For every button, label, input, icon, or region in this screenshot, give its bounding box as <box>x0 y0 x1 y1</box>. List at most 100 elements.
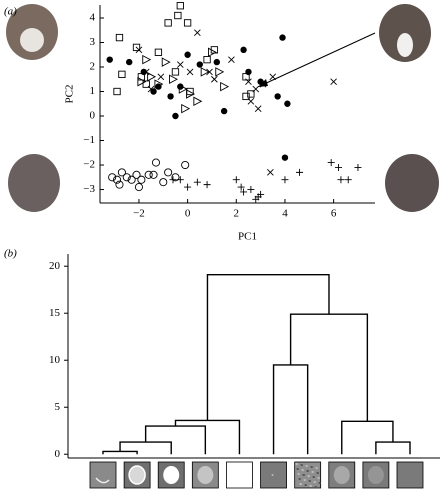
leaf-icon-texture <box>304 484 307 486</box>
point <box>252 85 260 93</box>
point <box>327 159 335 167</box>
leaf-icon-texture <box>318 482 321 484</box>
leaf-icon-texture <box>307 475 310 477</box>
point <box>245 78 252 86</box>
point <box>181 103 191 114</box>
point <box>254 105 262 112</box>
point <box>135 46 143 54</box>
y-tick-label: 3 <box>90 36 96 48</box>
point <box>279 34 286 41</box>
point <box>144 170 153 179</box>
y-tick-label: −1 <box>83 134 95 146</box>
point <box>142 80 150 88</box>
point <box>176 176 184 184</box>
leaf-icon-texture <box>303 479 306 481</box>
point <box>186 89 196 99</box>
y-tick-label: 4 <box>90 12 96 24</box>
panel-label: (b) <box>4 248 17 260</box>
point <box>115 180 124 189</box>
point <box>118 70 126 78</box>
point <box>127 175 136 184</box>
leaf-icon-texture <box>297 473 300 475</box>
brain-photo-highlight <box>397 33 413 57</box>
point <box>142 54 152 65</box>
point <box>117 168 126 177</box>
point <box>211 75 218 83</box>
point <box>220 107 228 115</box>
point <box>154 79 164 89</box>
x-tick-label: −2 <box>133 208 145 220</box>
leaf-icon-texture <box>312 476 315 478</box>
dendrogram-link <box>375 441 411 455</box>
y-tick-label: 1 <box>90 85 96 97</box>
point <box>132 43 141 52</box>
point <box>194 29 201 37</box>
dendrogram-link <box>341 420 394 455</box>
point <box>196 61 203 68</box>
point <box>344 176 352 184</box>
point <box>172 112 179 120</box>
point <box>147 85 155 93</box>
point <box>330 78 337 86</box>
leaf-icon-shape <box>128 465 146 485</box>
point <box>240 46 247 54</box>
brain-photo <box>385 154 439 212</box>
leaf-icon-shape <box>367 466 384 484</box>
point <box>169 74 178 84</box>
leaf-icon-texture <box>295 463 298 465</box>
point <box>183 19 192 27</box>
arrow <box>261 32 376 86</box>
point <box>171 68 180 76</box>
point <box>207 47 217 58</box>
point <box>269 73 277 81</box>
leaf-icon-shape <box>333 466 350 484</box>
point <box>154 48 163 56</box>
leaf-icon-texture <box>309 485 312 487</box>
point <box>242 73 250 81</box>
point <box>184 183 192 191</box>
point <box>167 93 174 100</box>
point <box>126 58 133 66</box>
point <box>200 67 210 77</box>
point <box>245 68 252 76</box>
point <box>108 173 117 182</box>
leaf-icon-texture <box>308 480 311 482</box>
point <box>132 170 141 179</box>
point <box>186 68 194 76</box>
point <box>122 173 131 182</box>
point <box>176 61 184 68</box>
point <box>296 168 304 176</box>
brain-images <box>6 4 439 212</box>
leaf-icon <box>89 461 117 489</box>
point <box>267 169 274 176</box>
point <box>112 175 122 184</box>
leaf-icon-texture <box>316 472 319 474</box>
point <box>203 181 211 189</box>
leaf-icon-texture <box>305 465 308 467</box>
leaf-icon-shape <box>271 474 274 476</box>
point <box>257 190 265 198</box>
leaf-icon-texture <box>296 468 299 470</box>
leaf-icon-texture <box>313 481 316 483</box>
point <box>171 173 180 182</box>
point <box>247 186 255 194</box>
y-tick-label: 0 <box>55 448 61 460</box>
dendrogram-link <box>119 441 172 455</box>
point <box>137 175 146 184</box>
point <box>115 33 124 42</box>
y-tick-label: 20 <box>49 260 61 272</box>
x-axis-label: PC1 <box>238 231 257 243</box>
point <box>247 90 255 98</box>
point <box>151 158 161 167</box>
point <box>354 163 362 171</box>
point <box>334 163 342 171</box>
leaf-icon-texture <box>310 466 313 468</box>
y-tick-label: −2 <box>83 159 95 171</box>
y-tick-label: 2 <box>90 61 96 73</box>
point <box>337 176 345 184</box>
leaf-icon <box>226 461 253 489</box>
point <box>174 11 182 20</box>
point <box>259 80 267 88</box>
point <box>281 176 289 184</box>
